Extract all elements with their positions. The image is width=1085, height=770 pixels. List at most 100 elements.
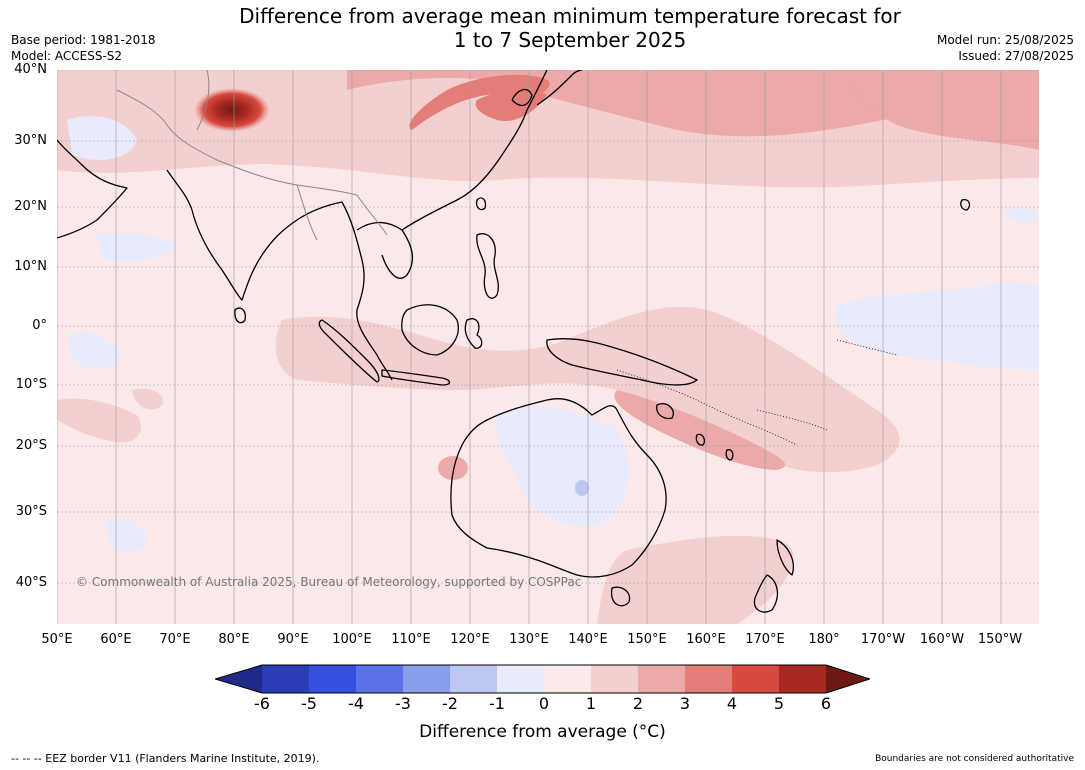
coast-korea bbox=[511, 88, 533, 107]
lon-tick-160w: 160°W bbox=[919, 632, 965, 647]
colorbar-segment bbox=[638, 665, 685, 693]
warm-band-tropics bbox=[275, 306, 900, 473]
lon-tick-90e: 90°E bbox=[277, 632, 309, 647]
lat-tick-10s: 10°S bbox=[15, 377, 47, 392]
warm-core-china bbox=[409, 74, 550, 130]
warm-area-indian-ocean bbox=[57, 398, 141, 443]
lat-tick-40s: 40°S bbox=[15, 575, 47, 590]
warm-patch-small bbox=[132, 388, 163, 410]
coast-indochina bbox=[356, 221, 414, 279]
lon-tick-70e: 70°E bbox=[159, 632, 191, 647]
lat-tick-30n: 30°N bbox=[14, 133, 47, 148]
colorbar-label: -5 bbox=[301, 694, 317, 713]
lon-tick-50e: 50°E bbox=[41, 632, 73, 647]
colorbar-label: -3 bbox=[395, 694, 411, 713]
lon-tick-120e: 120°E bbox=[450, 632, 490, 647]
cool-patch-arabia bbox=[67, 116, 137, 160]
coast-india bbox=[166, 169, 343, 301]
meta-right: Model run: 25/08/2025 Issued: 27/08/2025 bbox=[937, 32, 1074, 64]
lat-tick-0: 0° bbox=[32, 318, 47, 333]
boundary-disclaimer: Boundaries are not considered authoritat… bbox=[875, 754, 1074, 764]
colorbar-segment bbox=[403, 665, 450, 693]
coast-arabia bbox=[57, 139, 128, 239]
model-run: Model run: 25/08/2025 bbox=[936, 33, 1074, 47]
lon-tick-150e: 150°E bbox=[627, 632, 667, 647]
coast-vanuatu bbox=[695, 433, 706, 446]
colorbar-segment bbox=[497, 665, 544, 693]
country-borders bbox=[116, 70, 388, 241]
lon-tick-170w: 170°W bbox=[860, 632, 906, 647]
colorbar-label: 4 bbox=[726, 694, 738, 713]
colorbar-label: -4 bbox=[348, 694, 364, 713]
lon-tick-130e: 130°E bbox=[509, 632, 549, 647]
colorbar-segment bbox=[544, 665, 591, 693]
lon-tick-150w: 150°W bbox=[977, 632, 1023, 647]
coast-japan bbox=[536, 70, 583, 106]
cool-patch-hawaii bbox=[1002, 207, 1039, 223]
colorbar-segment bbox=[262, 665, 309, 693]
model-name: Model: ACCESS-S2 bbox=[11, 49, 123, 63]
colorbar-segment bbox=[450, 665, 497, 693]
colorbar bbox=[215, 664, 870, 694]
eez-borders bbox=[616, 339, 898, 446]
colorbar-label: 0 bbox=[538, 694, 550, 713]
forecast-map bbox=[57, 70, 1039, 624]
colorbar-outline bbox=[215, 664, 870, 694]
colorbar-label: 1 bbox=[585, 694, 597, 713]
coast-java bbox=[381, 369, 451, 386]
meta-left: Base period: 1981-2018 Model: ACCESS-S2 bbox=[11, 32, 156, 64]
lat-tick-20s: 20°S bbox=[15, 438, 47, 453]
copyright-notice: © Commonwealth of Australia 2025, Bureau… bbox=[76, 575, 582, 589]
colorbar-segment bbox=[309, 665, 356, 693]
colorbar-segment bbox=[732, 665, 779, 693]
lon-tick-60e: 60°E bbox=[100, 632, 132, 647]
warm-area-north-pacific bbox=[847, 70, 1039, 150]
cool-patch-south-indian bbox=[107, 518, 147, 552]
title-line-1: Difference from average mean minimum tem… bbox=[239, 4, 901, 28]
colorbar-arrow-low bbox=[215, 665, 262, 693]
cool-core-australia bbox=[575, 480, 589, 496]
eez-legend: -- -- -- EEZ border V11 (Flanders Marine… bbox=[11, 752, 320, 765]
coast-china bbox=[401, 70, 548, 231]
coast-sulawesi bbox=[464, 318, 483, 349]
colorbar-label: 3 bbox=[679, 694, 691, 713]
base-period: Base period: 1981-2018 bbox=[11, 33, 156, 47]
coastlines bbox=[57, 70, 971, 613]
coast-new-guinea bbox=[546, 338, 698, 386]
coast-taiwan bbox=[475, 197, 487, 211]
lon-tick-180: 180° bbox=[808, 632, 840, 647]
title-line-2: 1 to 7 September 2025 bbox=[453, 28, 687, 52]
coast-sri-lanka bbox=[234, 307, 246, 324]
cool-area-central-pacific bbox=[835, 282, 1039, 370]
colorbar-label: -6 bbox=[254, 694, 270, 713]
coast-borneo bbox=[401, 304, 459, 356]
coast-australia bbox=[450, 398, 667, 578]
coast-fiji bbox=[725, 449, 734, 461]
issued-date: Issued: 27/08/2025 bbox=[958, 49, 1074, 63]
lat-tick-30s: 30°S bbox=[15, 504, 47, 519]
colorbar-segment bbox=[685, 665, 732, 693]
colorbar-arrow-high bbox=[826, 665, 870, 693]
coast-hawaii bbox=[960, 199, 971, 211]
lon-tick-160e: 160°E bbox=[686, 632, 726, 647]
colorbar-title: Difference from average (°C) bbox=[419, 722, 666, 742]
lat-tick-10n: 10°N bbox=[14, 259, 47, 274]
lon-tick-80e: 80°E bbox=[218, 632, 250, 647]
coast-malay bbox=[341, 201, 393, 381]
coast-philippines bbox=[476, 233, 499, 299]
lat-tick-40n: 40°N bbox=[14, 62, 47, 77]
lon-tick-170e: 170°E bbox=[745, 632, 785, 647]
colorbar-label: 5 bbox=[773, 694, 785, 713]
warm-patch-wa bbox=[438, 456, 468, 480]
graticule bbox=[57, 70, 1039, 624]
coast-solomons bbox=[656, 403, 674, 420]
lon-tick-100e: 100°E bbox=[332, 632, 372, 647]
coast-nz-south bbox=[753, 574, 779, 613]
colorbar-label: -1 bbox=[489, 694, 505, 713]
colorbar-segment bbox=[591, 665, 638, 693]
lon-tick-110e: 110°E bbox=[391, 632, 431, 647]
coast-sumatra bbox=[318, 319, 380, 383]
colorbar-label: 6 bbox=[820, 694, 832, 713]
map-title: Difference from average mean minimum tem… bbox=[0, 4, 1085, 52]
colorbar-label: -2 bbox=[442, 694, 458, 713]
